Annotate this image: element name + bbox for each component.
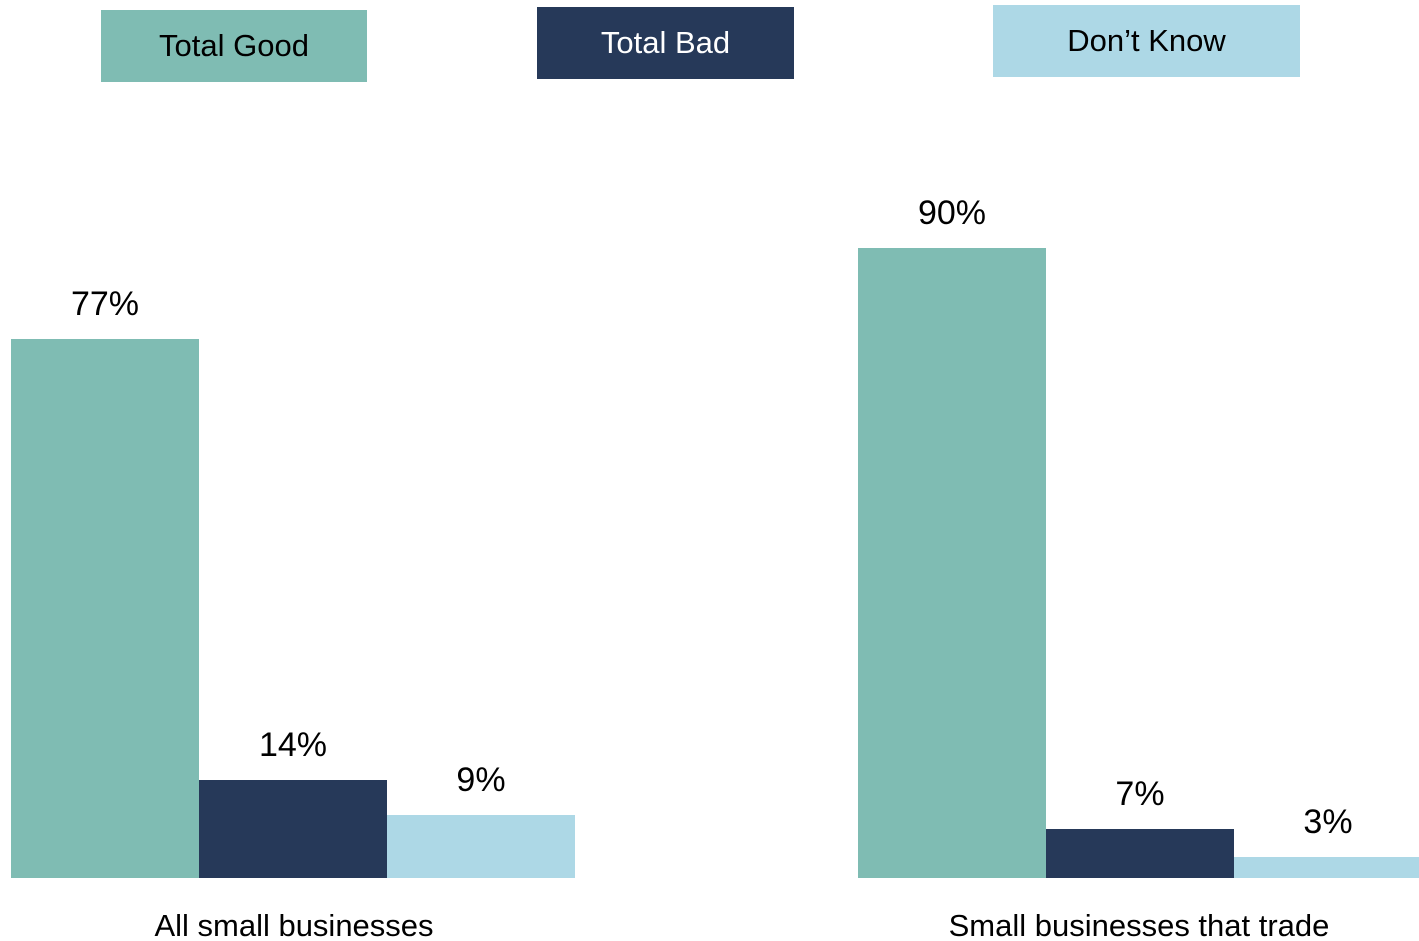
data-label-dont-know-2: 3% (1303, 803, 1352, 841)
bar-bad-2 (1046, 829, 1234, 878)
bar-dont-know-1 (387, 815, 575, 878)
bar-good-1 (11, 339, 199, 878)
data-label-bad-1: 14% (259, 726, 327, 764)
data-label-good-2: 90% (918, 194, 986, 232)
legend-total-good: Total Good (101, 10, 367, 82)
category-label-2: Small businesses that trade (949, 908, 1330, 941)
data-label-bad-2: 7% (1115, 775, 1164, 813)
data-label-good-1: 77% (71, 285, 139, 323)
bar-bad-1 (199, 780, 387, 878)
bar-dont-know-2 (1234, 857, 1419, 878)
data-label-dont-know-1: 9% (456, 761, 505, 799)
legend-total-bad-label: Total Bad (600, 25, 731, 60)
legend-total-good-label: Total Good (159, 28, 309, 63)
legend-dont-know-label: Don’t Know (1067, 23, 1226, 58)
legend-dont-know: Don’t Know (993, 5, 1300, 77)
category-label-1: All small businesses (154, 908, 433, 941)
bar-good-2 (858, 248, 1046, 878)
legend-total-bad: Total Bad (537, 7, 794, 79)
